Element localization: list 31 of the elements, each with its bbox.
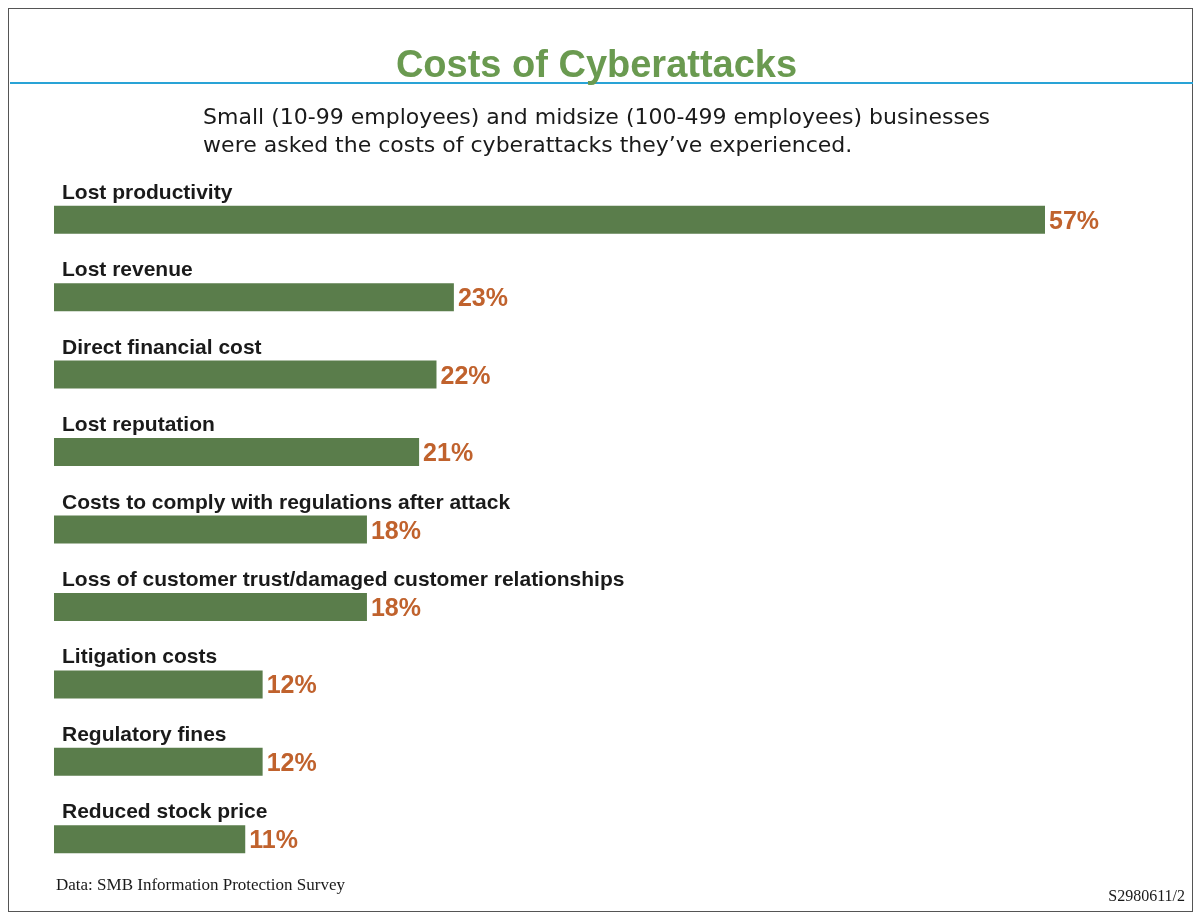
text: Data: SMB Information Protection Survey (56, 875, 346, 894)
y-tick-label: Litigation costs (62, 644, 218, 668)
bar (54, 515, 367, 544)
chart-title: Costs of Cyberattacks (395, 43, 798, 85)
chart-subtitle: Small (10-99 employees) and midsize (100-499 employees) businesses were asked the costs of cyberattacks they’ve experienced. (203, 103, 990, 157)
bar (54, 283, 454, 312)
bar (54, 438, 420, 467)
y-tick-label: Reduced stock price (62, 799, 268, 823)
bar (54, 670, 263, 699)
bar (54, 360, 437, 389)
y-tick-label: Direct financial cost (62, 334, 262, 358)
bar (54, 592, 367, 621)
data-label: 18% (370, 592, 421, 621)
data-label: 11% (249, 825, 298, 854)
bar (54, 747, 263, 776)
data-label: 18% (370, 515, 421, 544)
y-tick-label: Lost revenue (62, 257, 193, 281)
data-label: 21% (423, 438, 474, 467)
text: S2980611/2 (1108, 886, 1185, 904)
data-label: 22% (440, 360, 491, 389)
y-tick-label: Costs to comply with regulations after attack (62, 489, 511, 513)
y-tick-label: Lost productivity (62, 179, 233, 203)
y-tick-label: Loss of customer trust/damaged customer relationships (62, 566, 625, 590)
data-label: 57% (1049, 205, 1100, 234)
bar (54, 205, 1045, 234)
data-label: 12% (266, 747, 317, 776)
bar (54, 825, 246, 854)
data-label: 23% (457, 283, 508, 312)
y-tick-label: Regulatory fines (62, 721, 227, 745)
y-tick-label: Lost reputation (62, 412, 215, 436)
data-label: 12% (266, 670, 317, 699)
